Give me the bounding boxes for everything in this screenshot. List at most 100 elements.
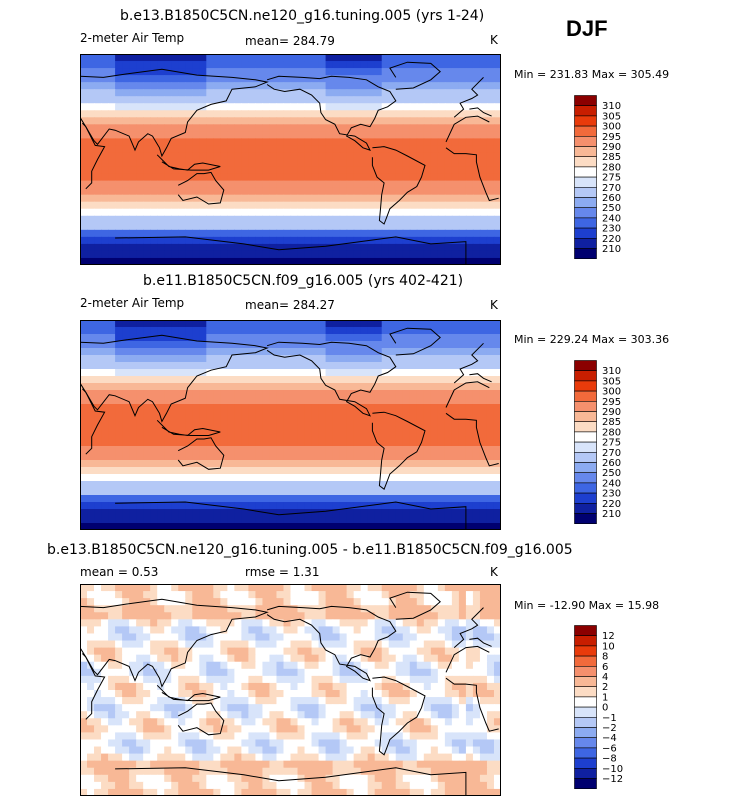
field-cell — [458, 502, 467, 510]
field-cell — [192, 439, 200, 447]
field-cell — [493, 446, 501, 454]
field-cell — [276, 54, 285, 62]
field-cell — [430, 103, 439, 111]
field-cell — [409, 488, 418, 496]
field-cell — [276, 619, 285, 627]
field-cell — [311, 243, 320, 252]
field-cell — [318, 453, 327, 461]
field-cell — [416, 173, 425, 182]
field-cell — [206, 591, 214, 599]
field-cell — [367, 61, 376, 69]
field-cell — [311, 654, 320, 663]
field-cell — [381, 619, 390, 627]
field-cell — [178, 257, 186, 265]
field-cell — [444, 243, 453, 252]
field-cell — [171, 61, 179, 69]
field-cell — [276, 320, 285, 328]
field-cell — [346, 145, 355, 154]
field-cell — [115, 320, 123, 328]
field-cell — [185, 54, 193, 62]
field-cell — [234, 675, 242, 684]
field-cell — [332, 362, 341, 370]
field-cell — [430, 682, 439, 691]
field-cell — [409, 633, 418, 642]
field-cell — [346, 633, 355, 642]
field-cell — [472, 704, 481, 712]
field-cell — [115, 718, 123, 726]
field-cell — [206, 89, 214, 97]
field-cell — [94, 467, 102, 475]
field-cell — [444, 598, 453, 606]
field-cell — [402, 327, 411, 335]
field-cell — [108, 612, 116, 620]
field-cell — [129, 397, 137, 405]
field-cell — [276, 334, 285, 342]
field-cell — [206, 404, 214, 412]
field-cell — [444, 404, 453, 412]
field-cell — [283, 675, 292, 684]
field-cell — [234, 718, 242, 726]
field-cell — [318, 690, 327, 698]
field-cell — [479, 383, 488, 391]
field-cell — [493, 131, 501, 139]
field-cell — [430, 166, 439, 175]
field-cell — [381, 68, 390, 76]
field-cell — [206, 619, 214, 627]
field-cell — [430, 474, 439, 482]
field-cell — [101, 89, 109, 97]
field-cell — [178, 467, 186, 475]
field-cell — [192, 390, 200, 398]
field-cell — [108, 257, 116, 265]
field-cell — [486, 488, 495, 496]
field-cell — [465, 341, 474, 349]
field-cell — [234, 591, 242, 599]
field-cell — [136, 124, 144, 132]
field-cell — [360, 425, 369, 433]
field-cell — [227, 495, 235, 503]
field-cell — [101, 495, 109, 503]
field-cell — [276, 145, 285, 154]
field-cell — [234, 243, 242, 252]
field-cell — [311, 348, 320, 356]
field-cell — [458, 82, 467, 90]
field-cell — [381, 131, 390, 139]
field-cell — [234, 612, 242, 620]
field-cell — [108, 110, 116, 118]
field-cell — [374, 236, 383, 245]
field-cell — [395, 89, 404, 97]
field-cell — [234, 418, 242, 426]
field-cell — [101, 96, 109, 104]
field-cell — [374, 474, 383, 482]
field-cell — [472, 439, 481, 447]
field-cell — [290, 180, 299, 189]
field-cell — [262, 605, 271, 613]
colorbar-swatch — [574, 503, 597, 514]
field-cell — [87, 591, 95, 599]
field-cell — [283, 334, 292, 342]
field-cell — [339, 711, 348, 719]
field-cell — [94, 690, 102, 698]
field-cell — [122, 250, 130, 259]
field-cell — [332, 397, 341, 405]
field-cell — [220, 250, 228, 259]
field-cell — [360, 598, 369, 606]
field-cell — [143, 348, 151, 356]
field-cell — [178, 208, 186, 217]
field-cell — [493, 675, 501, 684]
field-cell — [213, 425, 221, 433]
field-cell — [255, 89, 264, 97]
field-cell — [304, 404, 313, 412]
field-cell — [493, 68, 501, 76]
field-cell — [451, 495, 460, 503]
field-cell — [311, 418, 320, 426]
field-cell — [262, 697, 271, 705]
field-cell — [367, 187, 376, 196]
field-cell — [157, 432, 165, 440]
field-cell — [451, 103, 460, 111]
field-cell — [297, 446, 306, 454]
field-cell — [465, 208, 474, 217]
field-cell — [283, 383, 292, 391]
field-cell — [423, 516, 432, 524]
field-cell — [129, 131, 137, 139]
field-cell — [402, 439, 411, 447]
